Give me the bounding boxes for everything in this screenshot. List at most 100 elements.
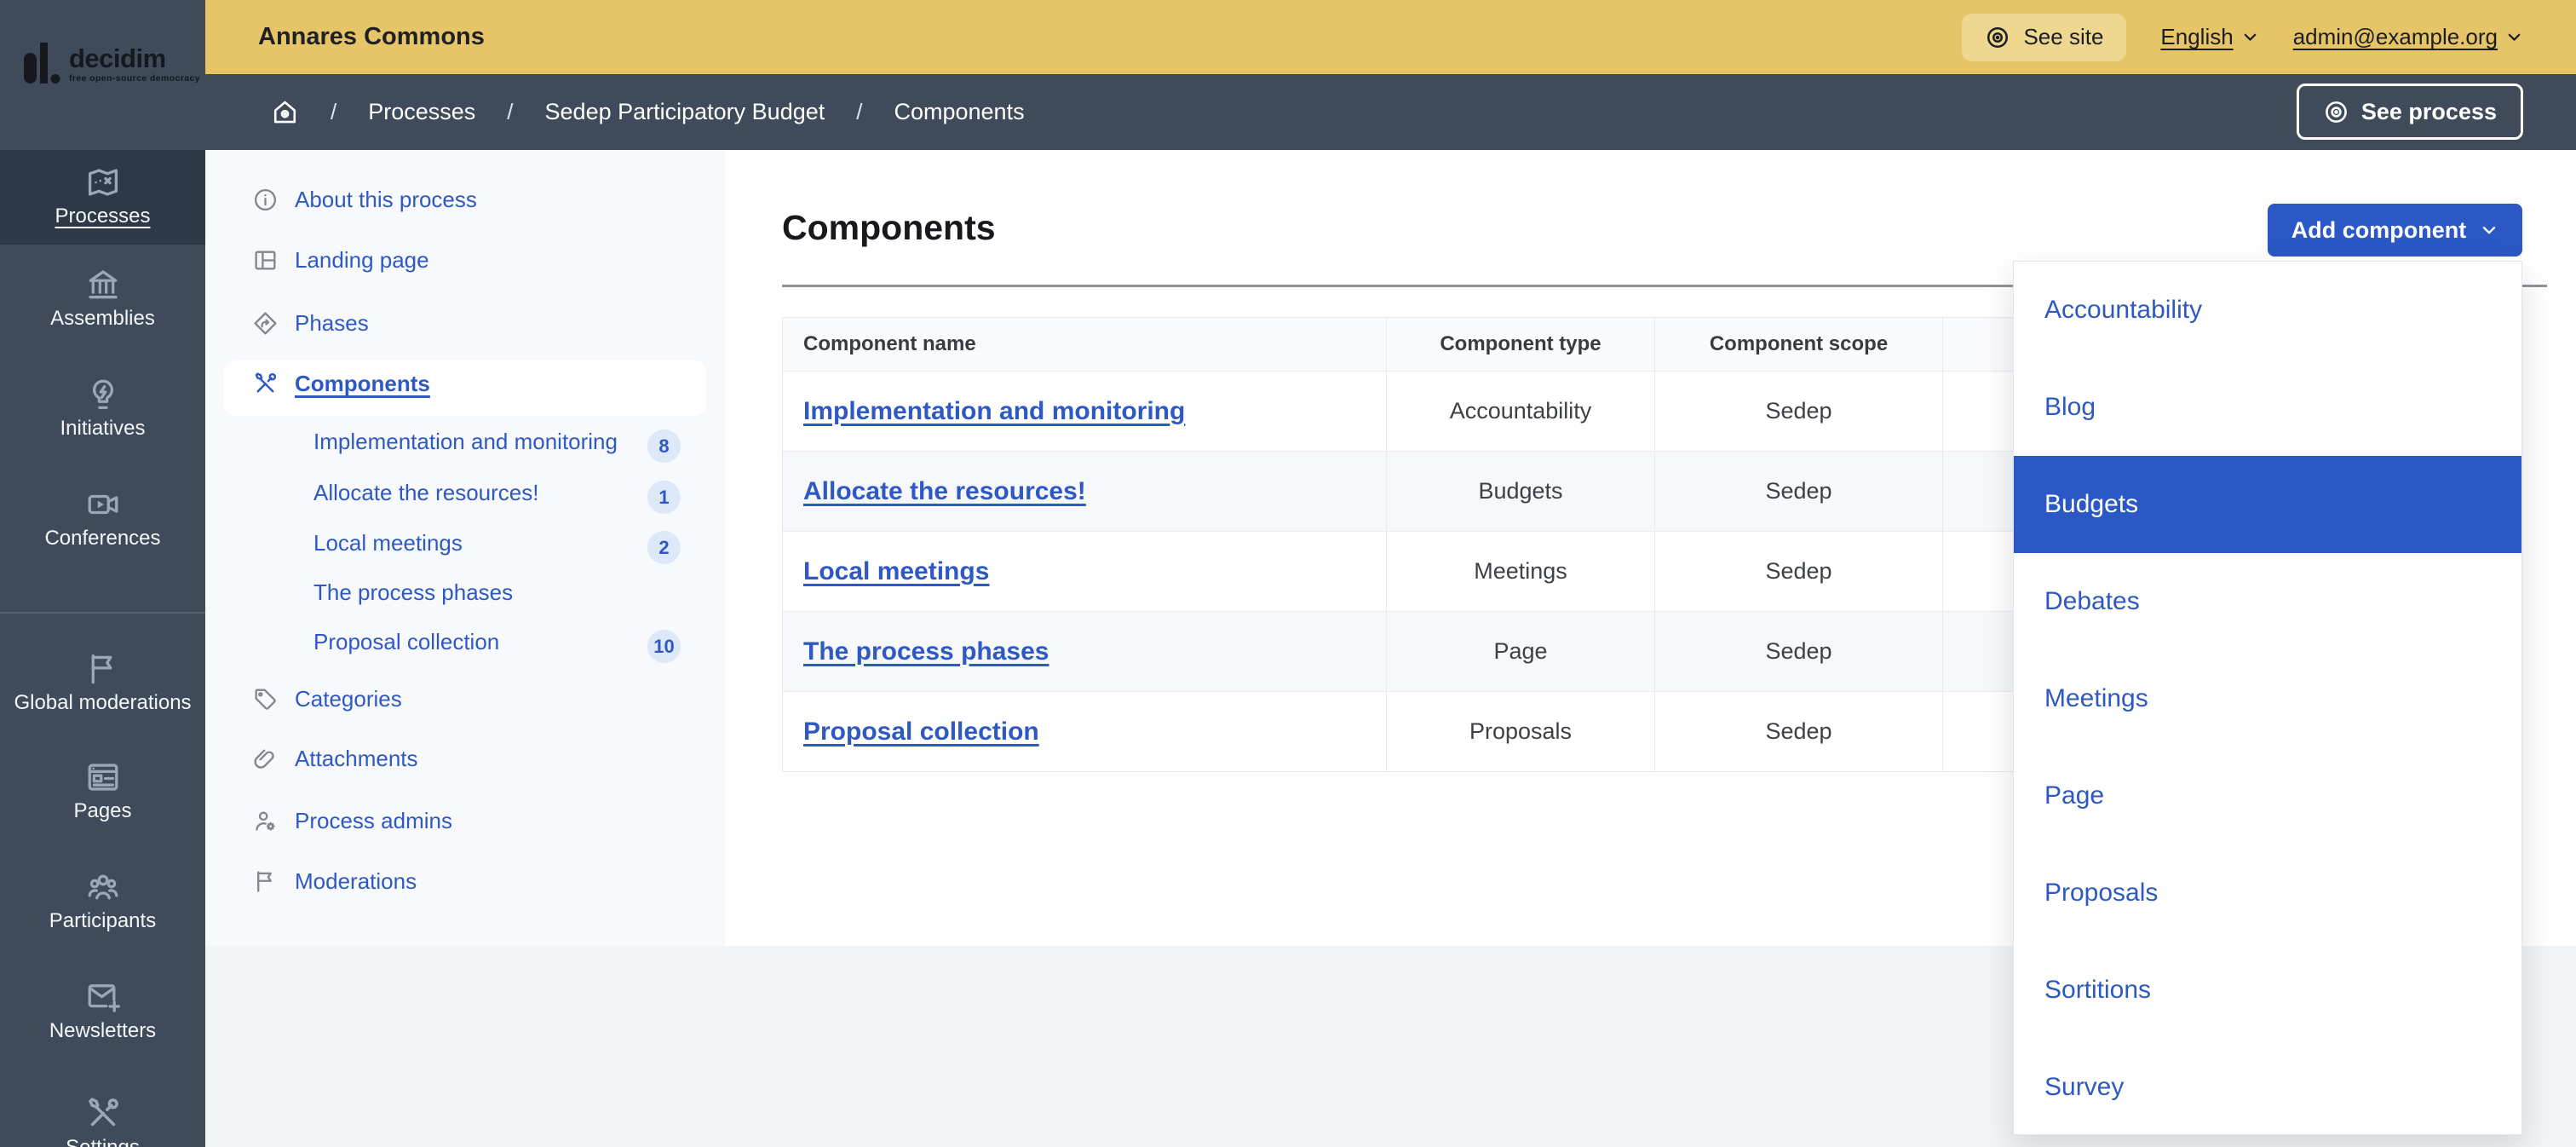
sidebar-item-assemblies[interactable]: Assemblies bbox=[0, 266, 205, 330]
component-link[interactable]: The process phases bbox=[803, 637, 1049, 666]
chevron-down-icon bbox=[2505, 28, 2523, 46]
component-link[interactable]: Allocate the resources! bbox=[803, 476, 1086, 505]
price-tag-icon bbox=[252, 686, 279, 712]
menu-item-budgets[interactable]: Budgets bbox=[2014, 456, 2521, 553]
user-email: admin@example.org bbox=[2292, 24, 2498, 49]
menu-item-proposals[interactable]: Proposals bbox=[2044, 879, 2159, 907]
sidebar-divider bbox=[0, 612, 205, 614]
menu-item-page[interactable]: Page bbox=[2044, 781, 2105, 810]
component-link[interactable]: Local meetings bbox=[803, 556, 990, 585]
flag-icon bbox=[84, 650, 122, 688]
breadcrumb-processes[interactable]: Processes bbox=[368, 99, 476, 124]
sidebar-item-processes[interactable]: Processes bbox=[0, 164, 205, 228]
decidim-logo-text: decidim free open-source democracy bbox=[69, 43, 200, 84]
team-icon bbox=[84, 868, 122, 906]
component-type: Meetings bbox=[1386, 532, 1654, 611]
component-nav-process-phases[interactable]: The process phases bbox=[313, 579, 514, 605]
organization-name: Annares Commons bbox=[258, 23, 485, 50]
topbar-actions: See site English admin@example.org bbox=[1962, 0, 2523, 74]
see-process-label: See process bbox=[2360, 98, 2497, 124]
menu-item-sortitions[interactable]: Sortitions bbox=[2044, 976, 2152, 1004]
breadcrumb: / Processes / Sedep Participatory Budget… bbox=[271, 74, 1025, 150]
sidebar-item-initiatives[interactable]: Initiatives bbox=[0, 376, 205, 440]
home-icon[interactable] bbox=[271, 98, 299, 126]
see-site-link[interactable]: See site bbox=[1962, 13, 2127, 61]
component-actions bbox=[1942, 532, 2521, 611]
menu-item-survey[interactable]: Survey bbox=[2044, 1073, 2125, 1101]
process-sidebar bbox=[205, 150, 725, 946]
components-table: Component name Component type Component … bbox=[782, 317, 2522, 772]
main-sidebar: decidim free open-source democracy Proce… bbox=[0, 0, 205, 1147]
component-nav-local-meetings[interactable]: Local meetings bbox=[313, 530, 463, 556]
menu-item-debates[interactable]: Debates bbox=[2044, 587, 2140, 615]
component-nav-proposal-collection[interactable]: Proposal collection bbox=[313, 629, 500, 654]
menu-item-meetings[interactable]: Meetings bbox=[2044, 684, 2148, 712]
component-link[interactable]: Implementation and monitoring bbox=[803, 396, 1186, 425]
breadcrumb-components[interactable]: Components bbox=[894, 99, 1025, 124]
title-divider bbox=[782, 285, 2547, 287]
component-scope: Sedep bbox=[1654, 692, 1942, 771]
decidim-brand: decidim bbox=[69, 43, 166, 73]
component-scope: Sedep bbox=[1654, 452, 1942, 531]
breadcrumb-separator: / bbox=[331, 99, 337, 124]
component-count-badge: 8 bbox=[647, 429, 681, 463]
component-scope: Sedep bbox=[1654, 612, 1942, 691]
process-nav-process-admins[interactable]: Process admins bbox=[252, 808, 452, 834]
sidebar-item-pages[interactable]: Pages bbox=[0, 758, 205, 822]
tools-icon bbox=[252, 371, 279, 397]
process-nav-landing-page[interactable]: Landing page bbox=[252, 247, 429, 274]
tools-icon bbox=[84, 1095, 122, 1133]
user-settings-icon bbox=[252, 808, 279, 834]
component-link[interactable]: Proposal collection bbox=[803, 717, 1039, 746]
breadcrumb-separator: / bbox=[507, 99, 514, 124]
sidebar-active-highlight bbox=[0, 150, 205, 245]
language-dropdown[interactable]: English bbox=[2160, 24, 2258, 50]
video-camera-icon bbox=[84, 486, 122, 523]
component-type: Page bbox=[1386, 612, 1654, 691]
process-nav-categories[interactable]: Categories bbox=[252, 686, 402, 712]
component-count-badge: 1 bbox=[647, 481, 681, 514]
process-nav-phases[interactable]: Phases bbox=[252, 310, 369, 337]
process-nav-moderations[interactable]: Moderations bbox=[252, 868, 417, 895]
sidebar-item-settings[interactable]: Settings bbox=[0, 1095, 205, 1147]
language-label: English bbox=[2160, 24, 2234, 49]
component-scope: Sedep bbox=[1654, 532, 1942, 611]
window-icon bbox=[84, 758, 122, 796]
process-nav-attachments[interactable]: Attachments bbox=[252, 746, 418, 772]
page-title: Components bbox=[782, 208, 996, 247]
sidebar-item-global-moderations[interactable]: Global moderations bbox=[0, 650, 205, 714]
layout-icon bbox=[252, 247, 279, 274]
component-type: Budgets bbox=[1386, 452, 1654, 531]
lightbulb-icon bbox=[84, 376, 122, 413]
direction-icon bbox=[252, 310, 279, 337]
component-nav-implementation[interactable]: Implementation and monitoring bbox=[313, 429, 618, 454]
eye-icon bbox=[1985, 25, 2010, 50]
component-nav-allocate-resources[interactable]: Allocate the resources! bbox=[313, 480, 539, 505]
user-menu-dropdown[interactable]: admin@example.org bbox=[2293, 24, 2523, 50]
process-nav-components[interactable]: Components bbox=[252, 371, 430, 397]
menu-item-blog[interactable]: Blog bbox=[2044, 393, 2096, 421]
decidim-logo[interactable]: decidim free open-source democracy bbox=[24, 43, 200, 84]
menu-item-accountability[interactable]: Accountability bbox=[2044, 296, 2203, 324]
mail-add-icon bbox=[84, 978, 122, 1016]
sidebar-item-conferences[interactable]: Conferences bbox=[0, 486, 205, 550]
sidebar-item-newsletters[interactable]: Newsletters bbox=[0, 978, 205, 1042]
bank-icon bbox=[84, 266, 122, 303]
column-header-actions bbox=[1942, 318, 2521, 371]
decidim-tagline: free open-source democracy bbox=[69, 73, 200, 84]
add-component-menu: Accountability Blog Budgets Debates Meet… bbox=[2013, 261, 2522, 1135]
component-actions bbox=[1942, 692, 2521, 771]
breadcrumb-process-title[interactable]: Sedep Participatory Budget bbox=[544, 99, 825, 124]
eye-icon bbox=[2323, 99, 2349, 125]
sidebar-item-participants[interactable]: Participants bbox=[0, 868, 205, 932]
add-component-button[interactable]: Add component bbox=[2268, 204, 2522, 256]
process-nav-about[interactable]: About this process bbox=[252, 187, 477, 213]
component-scope: Sedep bbox=[1654, 372, 1942, 451]
component-actions bbox=[1942, 612, 2521, 691]
component-count-badge: 2 bbox=[647, 531, 681, 564]
component-actions bbox=[1942, 372, 2521, 451]
add-component-label: Add component bbox=[2291, 216, 2467, 243]
info-icon bbox=[252, 187, 279, 213]
see-process-button[interactable]: See process bbox=[2296, 84, 2523, 140]
